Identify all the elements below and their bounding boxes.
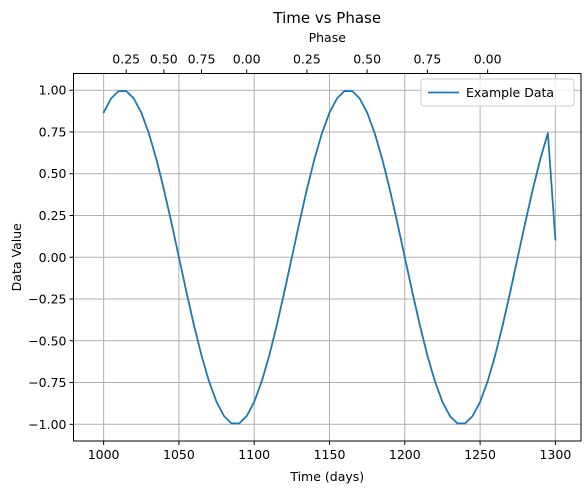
x-axis-label: Time (days): [289, 469, 364, 484]
top-x-tick-label: 0.00: [474, 52, 502, 67]
x-tick-label: 1200: [389, 447, 421, 462]
y-tick-label: −0.75: [28, 375, 66, 390]
chart-title: Time vs Phase: [272, 9, 381, 27]
y-tick-label: 0.75: [39, 124, 67, 139]
x-tick-label: 1250: [464, 447, 496, 462]
x-tick-label: 1150: [314, 447, 346, 462]
legend: Example Data: [420, 78, 575, 107]
y-tick-label: 0.00: [39, 250, 67, 265]
y-tick-label: −0.25: [28, 292, 66, 307]
top-x-tick-label: 0.75: [413, 52, 441, 67]
series-line-example-data: [102, 90, 557, 425]
y-tick-label: 0.50: [39, 166, 67, 181]
top-x-tick-label: 0.75: [188, 52, 216, 67]
legend-box: [420, 78, 575, 107]
top-x-tick-label: 0.50: [150, 52, 178, 67]
top-x-tick-label: 0.25: [112, 52, 140, 67]
x-tick-label: 1300: [539, 447, 571, 462]
x-axis-top: 0.25 0.50 0.75 0.00 0.25 0.50 0.75 0.00: [112, 52, 502, 74]
series-layer: [102, 90, 557, 425]
y-tick-label: −0.50: [28, 333, 66, 348]
top-x-axis-label: Phase: [309, 30, 347, 45]
x-axis-bottom: 1000 1050 1100 1150 1200 1250 1300: [88, 441, 571, 462]
top-x-tick-label: 0.00: [233, 52, 261, 67]
x-tick-label: 1100: [238, 447, 270, 462]
x-tick-label: 1050: [163, 447, 195, 462]
grid: [73, 73, 581, 441]
legend-label-example-data: Example Data: [466, 85, 554, 100]
y-tick-label: −1.00: [28, 417, 66, 432]
y-axis-left: 1.00 0.75 0.50 0.25 0.00 −0.25 −0.50 −0.75 −1.00: [28, 83, 74, 432]
top-x-tick-label: 0.50: [353, 52, 381, 67]
y-axis-label: Data Value: [9, 223, 24, 291]
y-tick-label: 0.25: [39, 208, 67, 223]
x-tick-label: 1000: [88, 447, 120, 462]
top-x-tick-label: 0.25: [293, 52, 321, 67]
y-tick-label: 1.00: [39, 83, 67, 98]
